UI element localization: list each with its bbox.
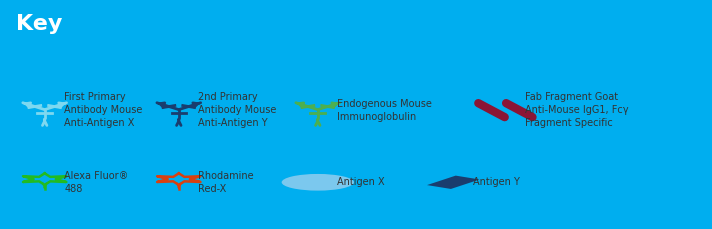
Text: 2nd Primary
Antibody Mouse
Anti-Antigen Y: 2nd Primary Antibody Mouse Anti-Antigen … xyxy=(198,92,277,128)
Text: Alexa Fluor®
488: Alexa Fluor® 488 xyxy=(64,171,128,194)
Text: First Primary
Antibody Mouse
Anti-Antigen X: First Primary Antibody Mouse Anti-Antige… xyxy=(64,92,142,128)
Circle shape xyxy=(282,174,354,191)
Text: Endogenous Mouse
Immunoglobulin: Endogenous Mouse Immunoglobulin xyxy=(337,99,432,122)
FancyBboxPatch shape xyxy=(427,176,480,189)
Text: Antigen X: Antigen X xyxy=(337,177,385,187)
Text: Antigen Y: Antigen Y xyxy=(473,177,520,187)
Text: Rhodamine
Red-X: Rhodamine Red-X xyxy=(198,171,254,194)
Text: Fab Fragment Goat
Anti-Mouse IgG1, Fcγ
Fragment Specific: Fab Fragment Goat Anti-Mouse IgG1, Fcγ F… xyxy=(525,92,629,128)
Text: Key: Key xyxy=(16,14,62,34)
